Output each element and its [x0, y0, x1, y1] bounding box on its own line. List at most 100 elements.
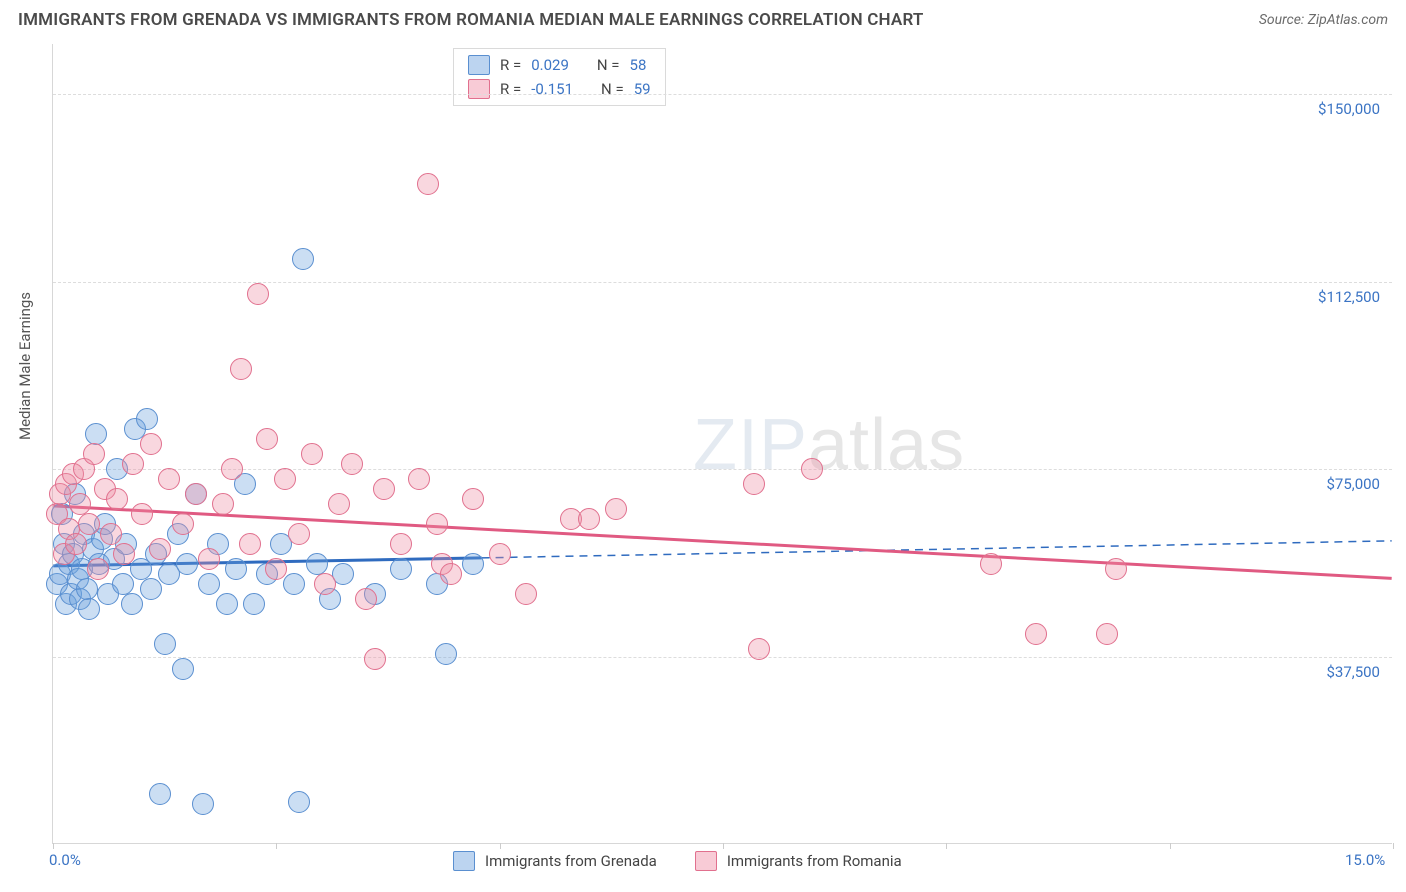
data-point — [440, 563, 462, 585]
legend-swatch — [453, 851, 475, 871]
data-point — [239, 533, 261, 555]
data-point — [65, 533, 87, 555]
scatter-chart: ZIPatlas R = 0.029N = 58R = -0.151N = 59… — [52, 44, 1392, 844]
data-point — [176, 553, 198, 575]
x-axis-label: 15.0% — [1345, 851, 1385, 869]
data-point — [100, 523, 122, 545]
data-point — [78, 513, 100, 535]
data-point — [221, 458, 243, 480]
x-tick — [1170, 843, 1171, 849]
gridline — [53, 94, 1392, 95]
data-point — [605, 498, 627, 520]
x-tick — [276, 843, 277, 849]
data-point — [292, 248, 314, 270]
data-point — [288, 791, 310, 813]
data-point — [131, 503, 153, 525]
data-point — [185, 483, 207, 505]
y-axis-label: Median Male Earnings — [16, 292, 34, 440]
legend-swatch — [468, 79, 490, 99]
data-point — [1025, 623, 1047, 645]
data-point — [198, 548, 220, 570]
legend-row: R = -0.151N = 59 — [454, 77, 665, 101]
data-point — [140, 433, 162, 455]
trend-lines — [53, 44, 1392, 843]
gridline — [53, 282, 1392, 283]
data-point — [288, 523, 310, 545]
y-tick-label: $37,500 — [1326, 663, 1380, 681]
data-point — [435, 643, 457, 665]
data-point — [87, 558, 109, 580]
legend-label: Immigrants from Romania — [727, 852, 902, 870]
data-point — [1096, 623, 1118, 645]
data-point — [355, 588, 377, 610]
data-point — [256, 428, 278, 450]
data-point — [328, 493, 350, 515]
data-point — [265, 558, 287, 580]
data-point — [364, 648, 386, 670]
data-point — [198, 573, 220, 595]
data-point — [216, 593, 238, 615]
data-point — [85, 423, 107, 445]
data-point — [1105, 558, 1127, 580]
x-tick — [723, 843, 724, 849]
data-point — [158, 468, 180, 490]
chart-title: IMMIGRANTS FROM GRENADA VS IMMIGRANTS FR… — [18, 10, 924, 30]
watermark: ZIPatlas — [693, 404, 965, 486]
gridline — [53, 469, 1392, 470]
data-point — [112, 573, 134, 595]
data-point — [801, 458, 823, 480]
data-point — [172, 658, 194, 680]
data-point — [743, 473, 765, 495]
data-point — [748, 638, 770, 660]
data-point — [306, 553, 328, 575]
x-tick — [53, 843, 54, 849]
data-point — [247, 283, 269, 305]
source-attribution: Source: ZipAtlas.com — [1259, 12, 1388, 28]
correlation-legend: R = 0.029N = 58R = -0.151N = 59 — [453, 48, 666, 106]
data-point — [140, 578, 162, 600]
data-point — [341, 453, 363, 475]
legend-swatch — [695, 851, 717, 871]
y-tick-label: $112,500 — [1318, 288, 1380, 306]
data-point — [113, 543, 135, 565]
chart-header: IMMIGRANTS FROM GRENADA VS IMMIGRANTS FR… — [0, 0, 1406, 36]
data-point — [408, 468, 430, 490]
data-point — [136, 408, 158, 430]
gridline — [53, 657, 1392, 658]
data-point — [489, 543, 511, 565]
x-tick — [500, 843, 501, 849]
data-point — [121, 593, 143, 615]
x-tick — [946, 843, 947, 849]
data-point — [314, 573, 336, 595]
data-point — [283, 573, 305, 595]
data-point — [122, 453, 144, 475]
data-point — [230, 358, 252, 380]
data-point — [426, 513, 448, 535]
data-point — [980, 553, 1002, 575]
data-point — [83, 443, 105, 465]
data-point — [192, 793, 214, 815]
data-point — [78, 598, 100, 620]
data-point — [76, 578, 98, 600]
legend-label: Immigrants from Grenada — [485, 852, 657, 870]
series-legend: Immigrants from Grenada Immigrants from R… — [453, 851, 930, 871]
data-point — [154, 633, 176, 655]
legend-row: R = 0.029N = 58 — [454, 53, 665, 77]
data-point — [274, 468, 296, 490]
data-point — [373, 478, 395, 500]
data-point — [69, 493, 91, 515]
data-point — [172, 513, 194, 535]
data-point — [462, 488, 484, 510]
data-point — [462, 553, 484, 575]
data-point — [515, 583, 537, 605]
x-tick — [1393, 843, 1394, 849]
data-point — [149, 538, 171, 560]
y-tick-label: $75,000 — [1326, 475, 1380, 493]
data-point — [578, 508, 600, 530]
data-point — [417, 173, 439, 195]
data-point — [225, 558, 247, 580]
data-point — [390, 533, 412, 555]
legend-swatch — [468, 55, 490, 75]
data-point — [106, 488, 128, 510]
data-point — [212, 493, 234, 515]
